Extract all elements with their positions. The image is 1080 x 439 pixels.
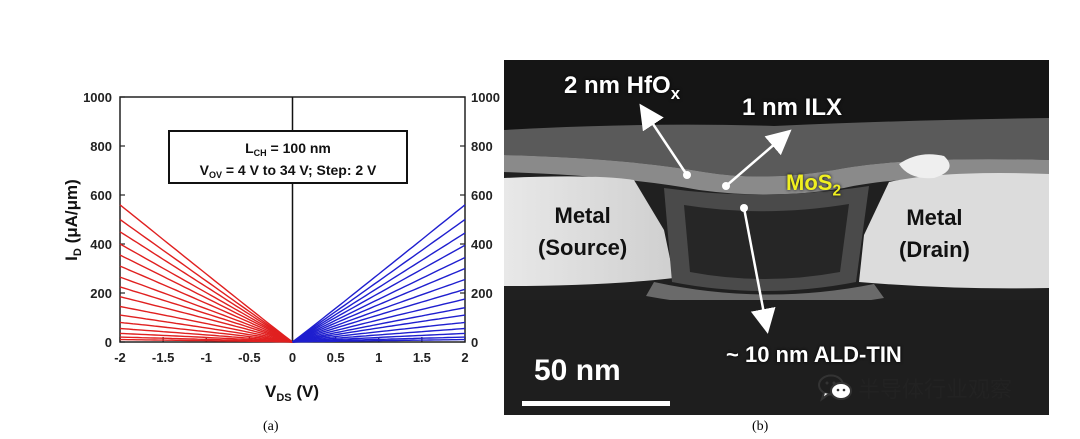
y-tick-label-left: 0	[105, 335, 112, 350]
x-tick-label: 1	[375, 350, 382, 365]
x-axis-label: VDS (V)	[265, 382, 319, 404]
caption-b: (b)	[752, 419, 769, 434]
x-tick-label: -2	[114, 350, 126, 365]
negative-curve-5	[119, 314, 293, 343]
annotation-line1: LCH = 100 nm	[245, 140, 331, 158]
watermark: 半导体行业观察	[818, 372, 1012, 404]
tin-label: ~ 10 nm ALD-TIN	[726, 342, 902, 367]
hfox-label: 2 nm HfOx	[564, 72, 681, 103]
y-tick-label-left: 800	[90, 139, 112, 154]
positive-curve-12	[292, 244, 466, 343]
negative-curve-11	[119, 254, 293, 343]
x-tick-label: 0.5	[327, 350, 345, 365]
positive-curve-2	[292, 332, 466, 343]
y-tick-label-right: 800	[471, 139, 493, 154]
negative-curve-14	[119, 218, 293, 343]
positive-curve-5	[292, 314, 466, 343]
negative-curve-15	[119, 204, 293, 343]
mos2-label: MoS2	[786, 170, 842, 200]
y-tick-label-right: 600	[471, 188, 493, 203]
source-metal	[504, 176, 674, 286]
negative-curve-3	[119, 327, 293, 343]
y-axis-label: ID (μA/μm)	[62, 179, 84, 261]
x-tick-label: 2	[461, 350, 468, 365]
caption-a: (a)	[263, 419, 279, 434]
y-tick-label-left: 1000	[83, 90, 112, 105]
positive-curve-11	[292, 256, 466, 343]
negative-curve-4	[119, 321, 293, 343]
negative-curve-12	[119, 243, 293, 343]
scale-bar	[522, 401, 670, 406]
positive-curve-10	[292, 267, 466, 343]
positive-curve-13	[292, 232, 466, 343]
y-tick-label-left: 200	[90, 286, 112, 301]
positive-curve-3	[292, 327, 466, 343]
tick-labels: -2 -1.5 -1 -0.5 0 0.5 1 1.5 20200400600800100002…	[83, 90, 500, 365]
watermark-text: 半导体行业观察	[858, 378, 1013, 403]
x-tick-label: 1.5	[413, 350, 431, 365]
source-label: Metal (Source)	[538, 203, 628, 260]
negative-curve-2	[119, 332, 293, 343]
y-tick-label-left: 600	[90, 188, 112, 203]
negative-curve-6	[119, 305, 293, 343]
y-tick-label-right: 0	[471, 335, 478, 350]
positive-curve-15	[292, 204, 466, 343]
positive-curve-14	[292, 218, 466, 343]
y-tick-label-right: 1000	[471, 90, 500, 105]
positive-curve-4	[292, 321, 466, 343]
x-tick-label: -0.5	[238, 350, 260, 365]
drain-label: Metal (Drain)	[899, 205, 970, 262]
scale-bar-label: 50 nm	[534, 354, 621, 387]
wechat-icon	[818, 374, 852, 402]
negative-curve-8	[119, 286, 293, 343]
y-tick-label-right: 200	[471, 286, 493, 301]
negative-curve-9	[119, 276, 293, 343]
positive-curve-8	[292, 288, 466, 343]
drain-metal	[859, 173, 1049, 289]
x-tick-label: 0	[289, 350, 296, 365]
y-tick-label-left: 400	[90, 237, 112, 252]
id-vds-chart: -2 -1.5 -1 -0.5 0 0.5 1 1.5 20200400600800100002…	[62, 90, 500, 404]
tem-image: 2 nm HfOx 1 nm ILX MoS2 Metal (Source) Me…	[504, 60, 1049, 415]
x-tick-label: -1.5	[152, 350, 174, 365]
annotation-box	[168, 130, 408, 184]
positive-curve-6	[292, 307, 466, 343]
annotation-line2: VOV = 4 V to 34 V; Step: 2 V	[200, 162, 377, 180]
y-tick-label-right: 400	[471, 237, 493, 252]
positive-curve-9	[292, 278, 466, 343]
negative-curve-7	[119, 296, 293, 343]
negative-curve-10	[119, 265, 293, 343]
negative-curve-13	[119, 231, 293, 343]
tem-drawing	[504, 60, 1049, 415]
positive-curve-7	[292, 298, 466, 343]
curves-group	[119, 204, 466, 343]
x-tick-label: -1	[200, 350, 212, 365]
ilx-label: 1 nm ILX	[742, 94, 843, 121]
